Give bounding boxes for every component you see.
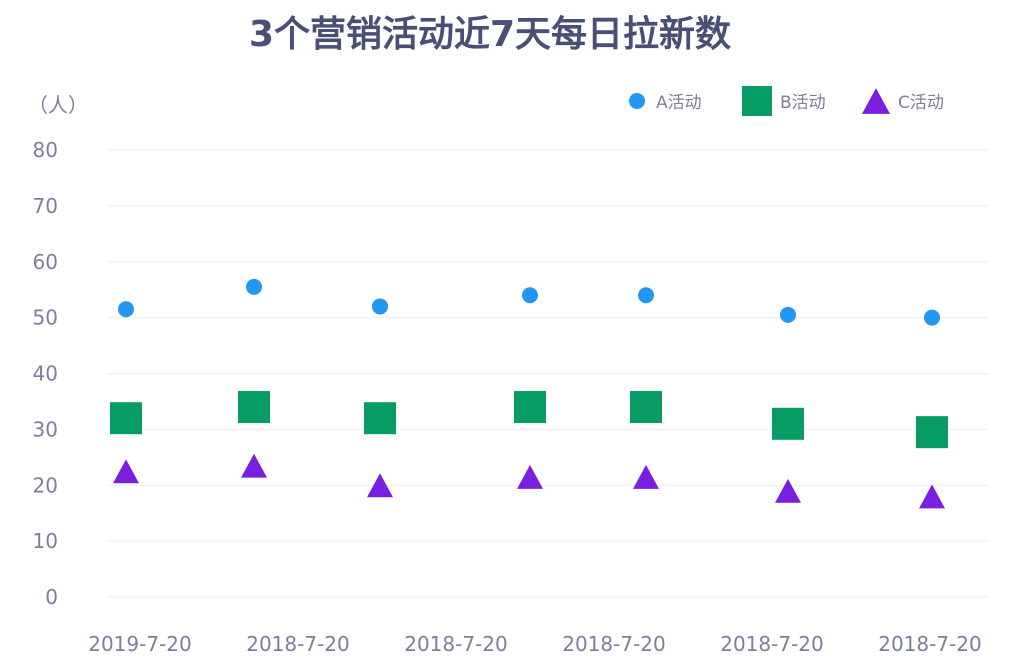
point-series-0-0	[118, 301, 134, 318]
point-series-2-6	[919, 484, 945, 509]
point-series-0-5	[780, 306, 796, 323]
y-tick-label: 60	[33, 250, 58, 274]
y-tick-label: 20	[33, 473, 58, 497]
point-series-2-2	[367, 473, 393, 498]
point-series-2-5	[775, 478, 801, 503]
x-tick-label: 2019-7-20	[88, 632, 192, 656]
legend-marker-1	[742, 86, 772, 116]
x-tick-label: 2018-7-20	[720, 632, 824, 656]
legend-label-2: C活动	[898, 93, 944, 113]
x-tick-label: 2018-7-20	[562, 632, 666, 656]
chart-title: 3个营销活动近7天每日拉新数	[249, 14, 731, 55]
y-tick-label: 0	[45, 585, 58, 609]
x-tick-label: 2018-7-20	[878, 632, 982, 656]
point-series-1-2	[364, 402, 396, 435]
y-tick-label: 70	[33, 194, 58, 218]
legend-label-1: B活动	[780, 93, 826, 113]
y-axis-unit: （人）	[28, 93, 88, 117]
point-series-1-4	[630, 391, 662, 424]
point-series-0-6	[924, 309, 940, 326]
point-series-2-4	[633, 464, 659, 489]
point-series-1-3	[514, 391, 546, 424]
point-series-0-3	[522, 287, 538, 304]
point-series-0-4	[638, 287, 654, 304]
point-series-2-1	[241, 453, 267, 478]
legend: A活动 B活动 C活动	[629, 86, 944, 116]
legend-marker-2	[862, 88, 890, 114]
x-tick-label: 2018-7-20	[246, 632, 350, 656]
point-series-2-3	[517, 464, 543, 489]
y-tick-label: 80	[33, 138, 58, 162]
point-series-2-0	[113, 459, 139, 484]
point-series-1-6	[916, 416, 948, 449]
data-points	[110, 278, 948, 509]
grid	[108, 149, 988, 598]
legend-marker-0	[629, 93, 645, 109]
point-series-0-2	[372, 298, 388, 315]
point-series-1-5	[772, 407, 804, 440]
point-series-0-1	[246, 278, 262, 295]
y-tick-label: 50	[33, 306, 58, 330]
y-axis-ticks: 0 10 20 30 40 50 60 70 80	[33, 138, 58, 609]
point-series-1-1	[238, 391, 270, 424]
legend-label-0: A活动	[656, 93, 702, 113]
x-axis-ticks: 2019-7-20 2018-7-20 2018-7-20 2018-7-20 2018…	[88, 632, 982, 656]
x-tick-label: 2018-7-20	[404, 632, 508, 656]
y-tick-label: 40	[33, 362, 58, 386]
y-tick-label: 10	[33, 529, 58, 553]
point-series-1-0	[110, 402, 142, 435]
y-tick-label: 30	[33, 417, 58, 441]
